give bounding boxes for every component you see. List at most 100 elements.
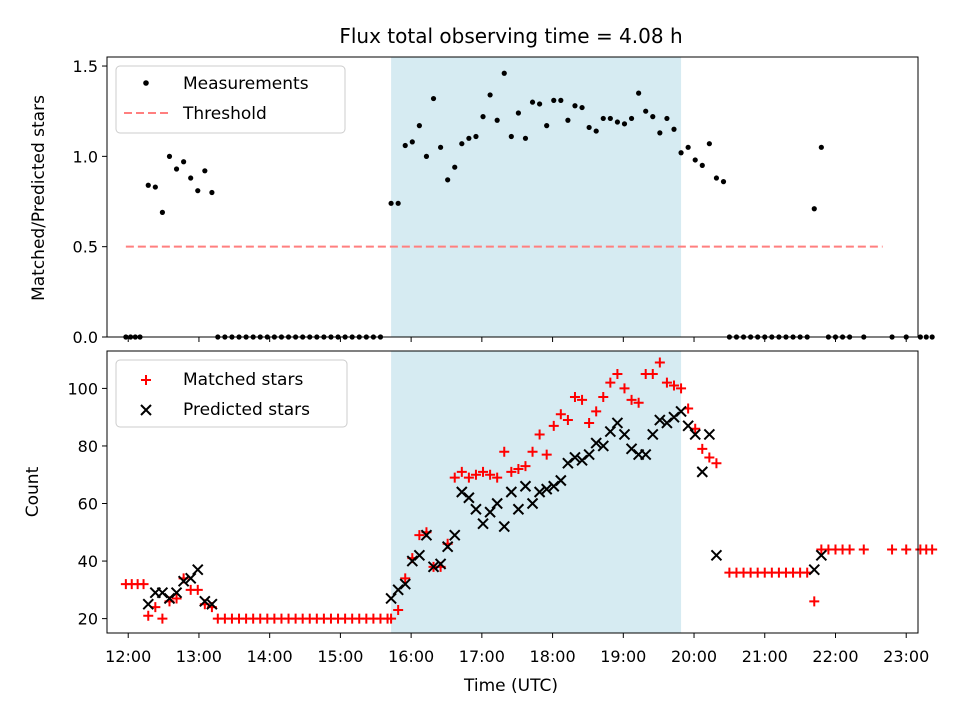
matched-star-point [661, 377, 672, 388]
x-tick-label: 15:00 [317, 647, 363, 666]
x-tick-label: 19:00 [600, 647, 646, 666]
predicted-star-point [177, 575, 190, 587]
predicted-star-point [555, 474, 567, 487]
measurement-point [452, 164, 458, 170]
matched-star-point [527, 446, 538, 457]
measurement-point [544, 123, 550, 129]
matched-star-point [534, 429, 545, 440]
y-tick-label: 40 [78, 552, 98, 571]
matched-star-point [887, 544, 898, 555]
bottom-axes-frame [106, 350, 919, 634]
predicted-star-point [639, 448, 652, 461]
matched-star-point [499, 446, 510, 457]
bottom-x-axis: 12:00 13:00 14:00 15:00 16:00 17:00 18:00 19:00… [105, 633, 929, 666]
measurement-point [929, 334, 935, 340]
measurement-point [628, 115, 635, 122]
measurement-point [388, 200, 394, 206]
measurement-point [692, 157, 698, 163]
matched-star-point [192, 584, 203, 595]
measurement-point [636, 90, 642, 96]
measurement-point [202, 168, 208, 174]
measurement-point [522, 135, 529, 141]
measurement-point [188, 175, 194, 181]
bottom-legend: Matched stars Predicted stars [115, 359, 348, 428]
predicted-star-point [597, 440, 609, 452]
predicted-star-point [590, 437, 602, 449]
predicted-star-point [491, 497, 503, 510]
matched-star-point [400, 573, 411, 584]
predicted-star-point [449, 529, 461, 541]
bottom-y-axis: 20 40 60 80 100 [67, 379, 107, 629]
y-tick-label: 20 [78, 610, 98, 629]
y-tick-label: 80 [78, 437, 98, 456]
measurement-point [593, 128, 599, 134]
matched-star-point [393, 604, 404, 615]
predicted-star-point [808, 563, 820, 576]
matched-star-point [809, 596, 820, 607]
measurement-point [145, 182, 151, 188]
matched-star-point [901, 544, 912, 555]
top-axes-frame [106, 56, 919, 338]
predicted-star-point [192, 563, 204, 576]
top-x-ticks [127, 337, 907, 342]
measurement-point [437, 144, 444, 150]
measurement-point [515, 110, 521, 116]
predicted-star-point [463, 492, 475, 504]
matched-star-point [676, 383, 687, 394]
x-tick-label: 12:00 [105, 647, 151, 666]
y-tick-label: 60 [78, 495, 98, 514]
predicted-star-point [512, 503, 525, 515]
measurement-point [818, 144, 824, 150]
bottom-plot-marks [120, 357, 938, 624]
measurement-point [209, 189, 215, 196]
predicted-star-point [420, 529, 433, 541]
y-tick-label: 1.0 [73, 147, 98, 166]
measurement-point [664, 115, 670, 122]
measurement-point [466, 135, 472, 141]
predicted-star-point [399, 578, 411, 590]
matched-star-point [541, 449, 552, 460]
measurement-point [159, 209, 166, 215]
measurement-point [650, 114, 656, 120]
measurement-point [423, 153, 430, 159]
predicted-star-point [583, 448, 595, 461]
y-tick-label: 0.5 [73, 238, 98, 257]
predicted-star-point [604, 425, 617, 438]
matched-star-point [470, 469, 481, 480]
measurement-point [480, 114, 486, 120]
predicted-star-point [569, 451, 581, 464]
predicted-star-point [540, 483, 553, 495]
legend-measurements-marker [143, 80, 149, 86]
x-tick-label: 18:00 [530, 647, 576, 666]
y-tick-label: 1.5 [73, 57, 98, 76]
predicted-star-point [484, 506, 496, 518]
measurement-point [551, 97, 557, 103]
matched-star-point [844, 544, 855, 555]
y-tick-label: 0.0 [73, 328, 98, 347]
x-tick-label: 13:00 [176, 647, 222, 666]
predicted-star-point [703, 428, 716, 441]
measurement-point [529, 99, 536, 105]
top-axes: 0.0 0.5 1.0 1.5 Matched/Predicted stars Mea… [29, 56, 935, 347]
matched-star-point [513, 463, 524, 474]
measurement-point [678, 150, 684, 156]
x-tick-label: 16:00 [388, 647, 434, 666]
matched-star-point [711, 458, 722, 469]
predicted-star-point [647, 428, 659, 441]
predicted-star-point [199, 595, 211, 608]
top-y-axis-label: Matched/Predicted stars [29, 95, 49, 301]
measurement-point [811, 206, 817, 212]
measurement-point [657, 130, 663, 136]
predicted-star-point [505, 486, 518, 498]
matched-star-point [506, 466, 517, 477]
measurement-point [166, 153, 173, 159]
predicted-star-point [682, 420, 694, 432]
matched-star-point [591, 406, 602, 417]
predicted-star-point [519, 480, 532, 492]
matched-star-point [548, 420, 559, 431]
matched-star-point [143, 610, 154, 621]
top-observing-window-shade [391, 57, 682, 337]
matched-star-point [577, 394, 588, 405]
bottom-legend-box [115, 359, 348, 428]
